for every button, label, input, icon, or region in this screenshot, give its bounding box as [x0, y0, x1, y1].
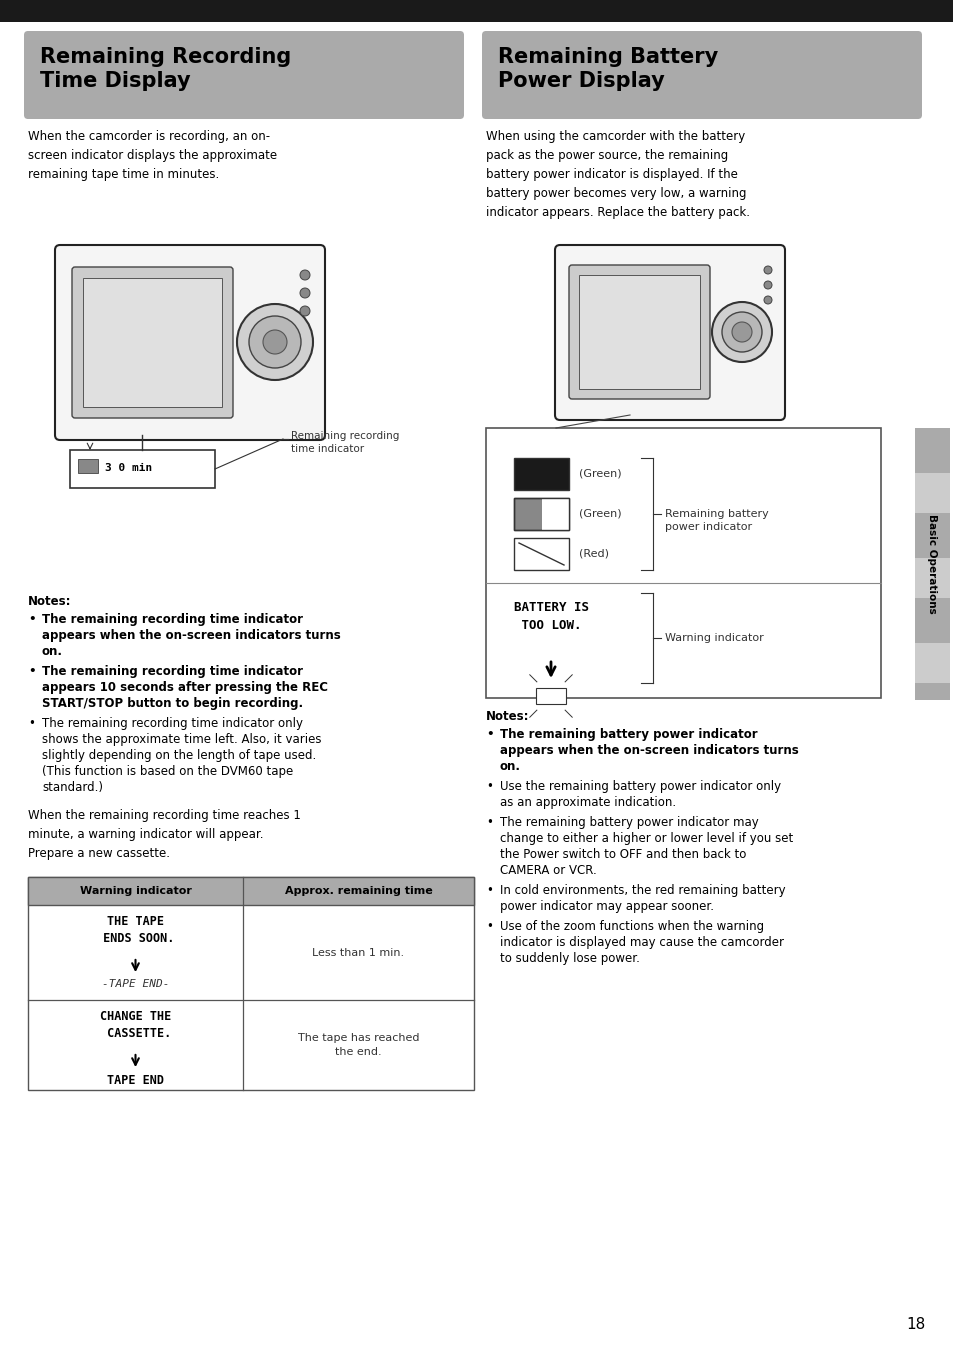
Text: appears 10 seconds after pressing the REC: appears 10 seconds after pressing the RE…	[42, 681, 328, 693]
Circle shape	[249, 316, 301, 368]
Text: BATTERY IS
 TOO LOW.: BATTERY IS TOO LOW.	[514, 601, 588, 632]
Text: •: •	[485, 727, 493, 741]
Text: In cold environments, the red remaining battery: In cold environments, the red remaining …	[499, 883, 785, 897]
Text: Remaining Battery
Power Display: Remaining Battery Power Display	[497, 47, 718, 91]
Bar	[78, 459, 98, 474]
Text: The tape has reached
the end.: The tape has reached the end.	[297, 1034, 418, 1057]
Text: TAPE END: TAPE END	[107, 1073, 164, 1087]
Circle shape	[731, 322, 751, 342]
Circle shape	[763, 296, 771, 304]
Circle shape	[763, 281, 771, 289]
Text: START/STOP button to begin recording.: START/STOP button to begin recording.	[42, 697, 303, 710]
Text: standard.): standard.)	[42, 782, 103, 794]
Bar	[28, 877, 474, 905]
Text: •: •	[28, 665, 35, 678]
Bar	[914, 558, 949, 598]
Text: CAMERA or VCR.: CAMERA or VCR.	[499, 864, 597, 877]
FancyBboxPatch shape	[481, 31, 921, 119]
Text: indicator is displayed may cause the camcorder: indicator is displayed may cause the cam…	[499, 936, 783, 949]
Bar	[28, 877, 474, 1090]
Text: When using the camcorder with the battery
pack as the power source, the remainin: When using the camcorder with the batter…	[485, 130, 749, 218]
Text: on.: on.	[499, 760, 520, 773]
Bar	[514, 537, 568, 570]
Text: •: •	[28, 716, 35, 730]
Text: Use the remaining battery power indicator only: Use the remaining battery power indicato…	[499, 780, 781, 792]
Bar	[83, 278, 222, 407]
Text: -TAPE END-: -TAPE END-	[102, 978, 169, 989]
Circle shape	[299, 288, 310, 299]
Bar	[514, 498, 568, 531]
Text: (Green): (Green)	[578, 470, 621, 479]
Text: The remaining battery power indicator: The remaining battery power indicator	[499, 727, 757, 741]
Circle shape	[721, 312, 761, 351]
Bar	[914, 598, 949, 643]
Text: shows the approximate time left. Also, it varies: shows the approximate time left. Also, i…	[42, 733, 321, 746]
Circle shape	[236, 304, 313, 380]
FancyBboxPatch shape	[568, 265, 709, 399]
FancyBboxPatch shape	[555, 246, 784, 421]
Bar	[914, 643, 949, 683]
Text: (Green): (Green)	[578, 509, 621, 518]
Text: the Power switch to OFF and then back to: the Power switch to OFF and then back to	[499, 848, 745, 860]
Text: appears when the on-screen indicators turns: appears when the on-screen indicators tu…	[499, 744, 798, 757]
Text: Use of the zoom functions when the warning: Use of the zoom functions when the warni…	[499, 920, 763, 934]
Bar	[541, 498, 568, 531]
Text: •: •	[485, 920, 493, 934]
Text: Warning indicator: Warning indicator	[664, 632, 763, 643]
Circle shape	[299, 270, 310, 280]
FancyBboxPatch shape	[55, 246, 325, 440]
Bar	[536, 688, 565, 704]
Text: Notes:: Notes:	[28, 594, 71, 608]
Text: When the remaining recording time reaches 1
minute, a warning indicator will app: When the remaining recording time reache…	[28, 809, 300, 860]
Bar	[914, 474, 949, 513]
Bar	[914, 513, 949, 558]
Text: •: •	[485, 883, 493, 897]
Text: •: •	[28, 613, 35, 626]
Text: •: •	[485, 780, 493, 792]
Bar	[0, 0, 953, 22]
Bar	[485, 427, 880, 697]
Text: (This function is based on the DVM60 tape: (This function is based on the DVM60 tap…	[42, 765, 293, 778]
Bar	[578, 275, 700, 389]
Text: power indicator may appear sooner.: power indicator may appear sooner.	[499, 900, 713, 913]
Text: 18: 18	[905, 1318, 925, 1333]
Text: The remaining recording time indicator: The remaining recording time indicator	[42, 613, 303, 626]
FancyBboxPatch shape	[24, 31, 463, 119]
Text: 3 0 min: 3 0 min	[105, 463, 152, 474]
Bar	[914, 683, 949, 700]
Text: as an approximate indication.: as an approximate indication.	[499, 797, 676, 809]
Text: (Red): (Red)	[578, 550, 608, 559]
Text: The remaining battery power indicator may: The remaining battery power indicator ma…	[499, 816, 758, 829]
Text: Remaining recording
time indicator: Remaining recording time indicator	[291, 432, 399, 455]
Text: Less than 1 min.: Less than 1 min.	[313, 947, 404, 958]
Text: slightly depending on the length of tape used.: slightly depending on the length of tape…	[42, 749, 315, 763]
Text: Approx. remaining time: Approx. remaining time	[284, 886, 432, 896]
Bar	[514, 498, 568, 531]
Text: Warning indicator: Warning indicator	[79, 886, 192, 896]
Text: CHANGE THE
 CASSETTE.: CHANGE THE CASSETTE.	[100, 1010, 171, 1039]
Text: The remaining recording time indicator only: The remaining recording time indicator o…	[42, 716, 303, 730]
FancyBboxPatch shape	[71, 267, 233, 418]
Circle shape	[711, 303, 771, 362]
Text: When the camcorder is recording, an on-
screen indicator displays the approximat: When the camcorder is recording, an on- …	[28, 130, 276, 180]
Circle shape	[263, 330, 287, 354]
Text: Notes:: Notes:	[485, 710, 529, 723]
Text: THE TAPE
 ENDS SOON.: THE TAPE ENDS SOON.	[96, 915, 174, 944]
Circle shape	[299, 305, 310, 316]
Text: Basic Operations: Basic Operations	[926, 514, 937, 613]
Bar	[514, 459, 568, 490]
Text: on.: on.	[42, 645, 63, 658]
Text: appears when the on-screen indicators turns: appears when the on-screen indicators tu…	[42, 630, 340, 642]
Bar	[70, 451, 214, 489]
Text: to suddenly lose power.: to suddenly lose power.	[499, 953, 639, 965]
Bar	[914, 427, 949, 474]
Text: Remaining Recording
Time Display: Remaining Recording Time Display	[40, 47, 291, 91]
Text: The remaining recording time indicator: The remaining recording time indicator	[42, 665, 303, 678]
Text: change to either a higher or lower level if you set: change to either a higher or lower level…	[499, 832, 792, 845]
Circle shape	[763, 266, 771, 274]
Text: Remaining battery
power indicator: Remaining battery power indicator	[664, 509, 768, 532]
Text: •: •	[485, 816, 493, 829]
